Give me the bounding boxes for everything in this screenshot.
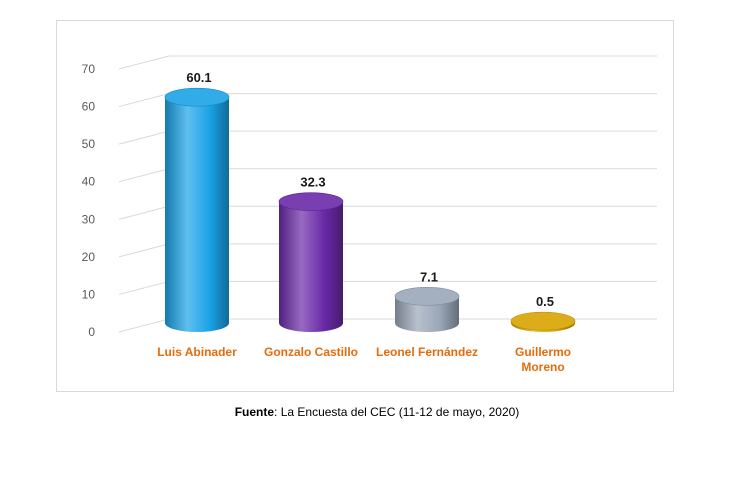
bar-2 [394, 287, 460, 332]
data-label: 0.5 [536, 294, 554, 309]
y-tick-label: 40 [82, 175, 96, 189]
x-tick-label: Luis Abinader [157, 345, 237, 359]
bar-top [394, 287, 460, 306]
x-tick-label-line: Leonel Fernández [376, 345, 478, 359]
y-tick-label: 50 [82, 137, 96, 151]
source-label: Fuente [234, 405, 275, 419]
y-tick-label: 70 [82, 62, 96, 76]
y-tick-label: 20 [82, 250, 96, 264]
chart-frame: 0 10 20 30 40 50 60 70 60.1 Luis Abinader 32.3 Gonz… [56, 20, 674, 392]
x-tick-label-line: Luis Abinader [157, 345, 237, 359]
gridline-depth [118, 280, 170, 295]
gridline-depth [118, 205, 170, 220]
gridline-depth [118, 55, 170, 70]
x-tick-label-line: Gonzalo Castillo [264, 345, 358, 359]
y-tick-label: 10 [82, 287, 96, 301]
bar-3 [510, 311, 576, 332]
y-tick-label: 0 [88, 325, 95, 339]
data-label: 60.1 [186, 70, 211, 85]
x-tick-label: Gonzalo Castillo [264, 345, 358, 359]
gridline-depth [118, 130, 170, 145]
y-tick-label: 60 [82, 100, 96, 114]
gridline-depth [118, 243, 170, 258]
gridline-depth [118, 168, 170, 183]
data-label: 32.3 [300, 175, 325, 190]
gridline-depth [118, 93, 170, 108]
x-tick-label: Guillermo Moreno [515, 345, 571, 374]
bar-chart: 0 10 20 30 40 50 60 70 60.1 Luis Abinader 32.3 Gonz… [82, 55, 657, 374]
data-label: 7.1 [420, 269, 438, 284]
bar-1 [278, 192, 344, 332]
source-caption: Fuente: La Encuesta del CEC (11-12 de ma… [0, 405, 754, 419]
bar-0 [164, 87, 230, 333]
bar-top [510, 311, 576, 331]
bar-body [279, 201, 343, 332]
x-tick-label-line: Guillermo [515, 345, 571, 359]
bar-body [165, 97, 229, 333]
y-tick-label: 30 [82, 212, 96, 226]
bar-top [164, 87, 230, 107]
bar-top [278, 192, 344, 211]
gridline-depth [118, 318, 170, 333]
x-tick-label: Leonel Fernández [376, 345, 478, 359]
bar-body [395, 296, 459, 332]
source-text: : La Encuesta del CEC (11-12 de mayo, 20… [274, 405, 520, 419]
x-tick-label-line: Moreno [521, 360, 564, 374]
